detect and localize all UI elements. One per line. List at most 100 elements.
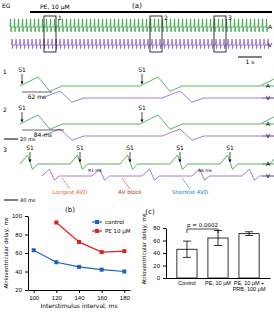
- stimulus-label: S1: [18, 66, 26, 73]
- tick-label: 20: [153, 263, 160, 269]
- note-pointer: [62, 178, 70, 189]
- error-cap: [183, 241, 191, 242]
- tick: 180: [120, 290, 131, 301]
- arrowhead: [179, 160, 182, 163]
- arrowhead: [21, 120, 24, 123]
- arrow: [22, 74, 23, 84]
- error-stem: [249, 232, 250, 236]
- stimulus-label: S1: [126, 144, 134, 151]
- tick-mark: [56, 290, 57, 293]
- axis-line: [166, 229, 167, 279]
- arrowhead: [141, 120, 144, 123]
- marker: [122, 249, 126, 253]
- panel-c: 020406080ControlPE, 10 μMPE, 10 μM +PRB,…: [141, 208, 271, 292]
- scale-label: 40 ms: [20, 197, 36, 203]
- tick-label: Control: [178, 280, 196, 286]
- stimulus-label: S1: [18, 104, 26, 111]
- inset-number: 2: [3, 106, 7, 113]
- delay-label: 46 ms: [198, 168, 213, 173]
- tick-label-line: Control: [178, 280, 196, 286]
- significance-bracket: [187, 229, 218, 233]
- axis-line: [28, 217, 29, 291]
- tick: Control: [178, 278, 196, 286]
- axis-title: Atrioventricular delay, ms: [3, 217, 10, 288]
- drug-bar: [30, 11, 272, 13]
- tick: 40: [15, 269, 28, 275]
- marker: [100, 250, 104, 254]
- tick-label: 120: [52, 295, 63, 301]
- channel-label: A: [268, 23, 273, 30]
- tick-mark: [163, 228, 166, 229]
- trace: [42, 169, 274, 180]
- axis-title: Atrioventricular delay, ms: [141, 213, 148, 284]
- annotation: p = 0.0002: [187, 222, 218, 229]
- tick-mark: [34, 290, 35, 293]
- error-cap: [245, 231, 253, 232]
- inset-number: 3: [3, 146, 7, 153]
- tick: 120: [52, 290, 63, 301]
- axis: 100 120 140 160 180: [29, 290, 131, 301]
- trace: [42, 129, 274, 140]
- panel-label: (b): [65, 206, 75, 214]
- drug-label: PE, 10 μM: [40, 3, 70, 11]
- note-pointer: [122, 178, 130, 189]
- trace: [20, 155, 274, 169]
- legend: controlPE 10 μM: [92, 219, 131, 235]
- arrow: [180, 152, 181, 162]
- tick-mark: [124, 290, 125, 293]
- tick: 140: [74, 290, 85, 301]
- series-line: [56, 222, 124, 252]
- tick: 0: [157, 275, 166, 281]
- marker: [122, 270, 126, 274]
- error-stem: [186, 241, 187, 257]
- tick-label: PE, 10 μM +PRB, 100 μM: [233, 280, 266, 292]
- legend-marker: [95, 220, 99, 224]
- arrowhead: [79, 160, 82, 163]
- tick-mark: [25, 272, 28, 273]
- figure: (a)EGPE, 10 μMAV1231 s1AVS1S162 ms2AVS1S…: [0, 0, 274, 312]
- delay-label: 84 ms: [34, 131, 53, 138]
- inset-number: 1: [58, 14, 62, 21]
- arrow: [230, 152, 231, 162]
- tick-mark: [163, 266, 166, 267]
- marker: [77, 265, 81, 269]
- note: Longest AVD: [53, 189, 88, 196]
- tick-label: 80: [153, 225, 160, 231]
- stimulus-label: S1: [26, 144, 34, 151]
- arrow: [30, 152, 31, 162]
- tick-label: 60: [15, 250, 22, 256]
- scale-bar: [4, 139, 18, 140]
- stimulus-label: S1: [138, 66, 146, 73]
- legend-label: PE 10 μM: [105, 228, 131, 235]
- note: Shortest AVD: [172, 189, 208, 195]
- arrow: [130, 152, 131, 162]
- axis: 20406080100: [12, 213, 29, 293]
- arrowhead: [29, 160, 32, 163]
- plot-area: [177, 231, 259, 279]
- delay-label: 62 ms: [28, 93, 47, 100]
- error-bar: [183, 241, 191, 257]
- tick: 100: [29, 290, 40, 301]
- inset: 2AVS1S184 ms20 ms: [3, 104, 274, 142]
- tick-label: 160: [97, 295, 108, 301]
- note-pointer: [182, 178, 190, 189]
- tick: 160: [97, 290, 108, 301]
- arrow: [142, 74, 143, 84]
- arrowhead: [21, 82, 24, 85]
- trace: [42, 91, 274, 102]
- tick-label: 40: [153, 250, 160, 256]
- trace: [20, 77, 274, 91]
- axis: 020406080: [153, 225, 166, 281]
- tick-mark: [25, 253, 28, 254]
- trace: [12, 39, 269, 49]
- tick-label: 100: [29, 295, 40, 301]
- tick-label-line: PE, 10 μM: [205, 280, 231, 286]
- stimulus-label: S1: [76, 144, 84, 151]
- zoom-box: [44, 16, 56, 52]
- tick-mark: [25, 235, 28, 236]
- zoom-box: [214, 16, 226, 52]
- tick: 60: [15, 250, 28, 256]
- tick-label: PE, 10 μM: [205, 280, 231, 286]
- tick: 80: [153, 225, 166, 231]
- channel-label: A: [266, 120, 271, 127]
